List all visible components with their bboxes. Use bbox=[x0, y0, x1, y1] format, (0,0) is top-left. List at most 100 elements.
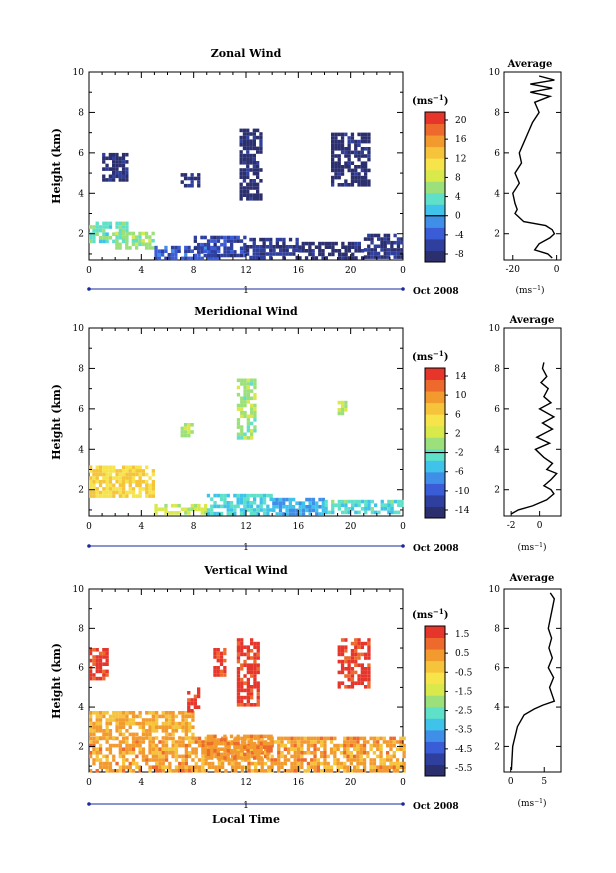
heatmap-cell bbox=[253, 378, 257, 383]
heatmap-cell bbox=[256, 756, 260, 760]
heatmap-cell bbox=[194, 256, 198, 261]
heatmap-cell bbox=[141, 479, 146, 484]
heatmap-cell bbox=[279, 248, 283, 253]
heatmap-cell bbox=[171, 729, 175, 733]
heatmap-cell bbox=[357, 157, 361, 162]
heatmap-cell bbox=[161, 714, 165, 719]
heatmap-cell bbox=[367, 154, 371, 158]
heatmap-cell bbox=[362, 747, 367, 751]
heatmap-cell bbox=[266, 756, 270, 760]
heatmap-cell bbox=[168, 718, 172, 722]
heatmap-cell bbox=[296, 740, 301, 744]
heatmap-cell bbox=[112, 743, 116, 748]
heatmap-cell bbox=[376, 754, 380, 759]
heatmap-cell bbox=[197, 765, 202, 769]
heatmap-cell bbox=[277, 751, 281, 755]
heatmap-cell bbox=[240, 425, 244, 429]
heatmap-cell bbox=[252, 171, 256, 176]
colorbar-swatch bbox=[425, 494, 445, 507]
heatmap-cell bbox=[316, 758, 320, 762]
heatmap-cell bbox=[340, 132, 345, 137]
heatmap-cell bbox=[243, 250, 247, 254]
heatmap-cell bbox=[190, 423, 194, 427]
heatmap-cell bbox=[184, 725, 188, 729]
heatmap-cell bbox=[148, 765, 152, 769]
colorbar-swatch bbox=[425, 660, 445, 673]
colorbar-swatch bbox=[425, 437, 445, 450]
colorbar-swatch bbox=[425, 425, 445, 438]
heatmap-cell bbox=[320, 736, 324, 741]
heatmap-cell bbox=[402, 761, 406, 766]
heatmap-cell bbox=[380, 237, 384, 241]
heatmap-cell bbox=[334, 143, 338, 147]
heatmap-cell bbox=[337, 685, 341, 689]
heatmap-cell bbox=[344, 404, 348, 408]
x-tick-label: 0 bbox=[400, 266, 406, 276]
zonal-data-cells bbox=[89, 128, 404, 261]
heatmap-cell bbox=[122, 725, 126, 729]
heatmap-cell bbox=[243, 497, 247, 501]
heatmap-cell bbox=[270, 754, 274, 759]
heatmap-cell bbox=[250, 436, 254, 440]
heatmap-cell bbox=[92, 721, 96, 726]
heatmap-cell bbox=[98, 751, 103, 755]
heatmap-cell bbox=[392, 769, 396, 773]
heatmap-cell bbox=[367, 652, 371, 657]
heatmap-cell bbox=[155, 729, 159, 733]
heatmap-cell bbox=[402, 754, 406, 759]
heatmap-cell bbox=[118, 160, 122, 164]
heatmap-cell bbox=[246, 132, 250, 136]
heatmap-cell bbox=[362, 761, 367, 766]
heatmap-cell bbox=[236, 432, 241, 437]
heatmap-cell bbox=[187, 426, 191, 431]
heatmap-cell bbox=[316, 769, 320, 773]
heatmap-cell bbox=[242, 132, 247, 136]
heatmap-cell bbox=[379, 751, 383, 755]
heatmap-cell bbox=[243, 432, 247, 437]
zonal-colorbar-unit: (ms−1) bbox=[412, 93, 448, 107]
heatmap-cell bbox=[364, 172, 368, 176]
heatmap-cell bbox=[187, 183, 191, 188]
heatmap-cell bbox=[191, 740, 195, 744]
heatmap-cell bbox=[356, 754, 360, 759]
heatmap-cell bbox=[213, 734, 217, 739]
heatmap-cell bbox=[210, 734, 214, 739]
heatmap-cell bbox=[282, 245, 286, 249]
heatmap-cell bbox=[354, 659, 358, 664]
heatmap-cell bbox=[145, 718, 149, 722]
heatmap-cell bbox=[380, 499, 384, 504]
heatmap-cell bbox=[183, 426, 188, 431]
heatmap-cell bbox=[178, 736, 182, 740]
heatmap-cell bbox=[138, 479, 142, 484]
heatmap-cell bbox=[331, 150, 335, 155]
heatmap-cell bbox=[250, 692, 254, 696]
heatmap-cell bbox=[112, 754, 116, 759]
heatmap-cell bbox=[122, 228, 126, 233]
heatmap-cell bbox=[360, 645, 364, 649]
heatmap-cell bbox=[395, 740, 400, 744]
heatmap-cell bbox=[376, 743, 380, 748]
heatmap-cell bbox=[164, 503, 168, 508]
heatmap-cell bbox=[354, 670, 358, 675]
heatmap-cell bbox=[360, 136, 364, 140]
heatmap-cell bbox=[98, 479, 103, 484]
heatmap-cell bbox=[354, 172, 358, 176]
heatmap-cell bbox=[98, 666, 103, 670]
x-tick-label: 12 bbox=[240, 778, 251, 788]
heatmap-cell bbox=[216, 749, 220, 753]
heatmap-cell bbox=[200, 511, 204, 515]
heatmap-cell bbox=[390, 244, 394, 249]
heatmap-cell bbox=[206, 239, 211, 243]
heatmap-cell bbox=[197, 253, 201, 257]
heatmap-cell bbox=[158, 740, 162, 744]
heatmap-cell bbox=[95, 487, 99, 491]
heatmap-cell bbox=[262, 241, 266, 245]
heatmap-cell bbox=[242, 193, 247, 197]
heatmap-cell bbox=[364, 507, 368, 511]
heatmap-cell bbox=[279, 252, 283, 256]
heatmap-cell bbox=[204, 751, 208, 755]
heatmap-cell bbox=[187, 701, 191, 706]
heatmap-cell bbox=[389, 765, 393, 769]
heatmap-cell bbox=[267, 736, 271, 741]
heatmap-cell bbox=[98, 761, 103, 766]
